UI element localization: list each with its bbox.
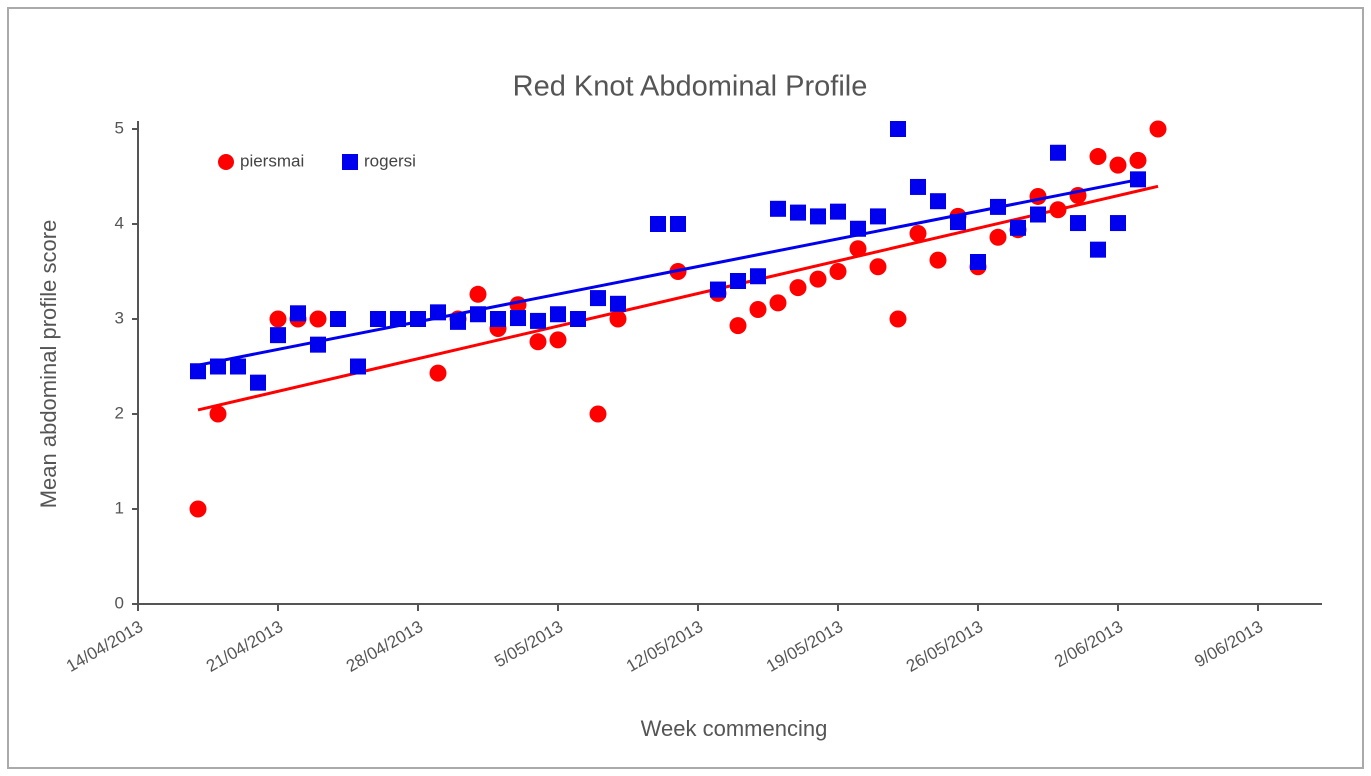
legend-marker [218,154,234,170]
point [350,358,366,375]
point [309,310,327,328]
point [1010,219,1026,236]
point [549,331,567,349]
point [769,294,787,312]
point [1090,241,1106,258]
point [889,310,907,328]
point [750,268,766,285]
point [390,311,406,327]
point [950,214,966,231]
point [1130,171,1146,188]
y-tick-label: 0 [115,593,124,612]
point [1050,144,1066,161]
point [1110,215,1126,232]
legend-label: piersmai [240,151,304,170]
point [189,500,207,518]
point [530,312,546,329]
trendline [197,178,1139,367]
y-tick-label: 4 [115,213,124,232]
point [550,306,566,323]
point [529,333,547,351]
point [290,305,306,322]
point [710,281,726,298]
point [210,358,226,375]
point [269,310,287,328]
point [310,336,326,353]
point [970,254,986,270]
point [589,405,607,423]
point [1149,120,1167,138]
point [869,258,887,276]
point [250,374,266,391]
y-tick-label: 3 [115,308,124,327]
point [670,216,686,232]
point [1030,206,1046,223]
point [789,279,807,297]
point [450,313,466,330]
point [470,306,486,323]
y-tick-label: 2 [115,403,124,422]
point [930,193,946,210]
point [570,311,586,327]
point [609,310,627,328]
chart-border [7,7,1364,769]
point [230,358,246,375]
point [790,204,806,221]
point [989,228,1007,246]
point [469,285,487,303]
point [830,203,846,220]
point [1029,187,1047,205]
point [1070,215,1086,232]
point [850,220,866,237]
point [929,251,947,269]
point [370,311,386,327]
point [510,310,526,327]
point [490,311,506,327]
point [829,263,847,280]
point [810,208,826,225]
legend-label: rogersi [364,151,416,170]
point [590,290,606,307]
point [1129,151,1147,169]
point [730,273,746,289]
point [430,304,446,321]
point [209,405,227,423]
point [849,240,867,258]
x-axis-label: Week commencing [641,716,828,741]
point [1049,201,1067,219]
point [610,295,626,312]
point [410,311,426,327]
y-axis-label: Mean abdominal profile score [36,220,61,509]
chart-title: Red Knot Abdominal Profile [513,71,868,103]
point [749,301,767,318]
point [990,198,1006,215]
point [729,317,747,335]
point [330,311,346,327]
point [890,121,906,137]
point [909,225,927,242]
point [1089,148,1107,166]
y-tick-label: 1 [115,498,124,517]
point [650,216,666,232]
point [809,270,827,288]
point [910,178,926,195]
point [190,363,206,380]
point [770,200,786,217]
y-tick-label: 5 [115,118,124,137]
point [270,327,286,344]
point [870,208,886,225]
legend-marker [342,154,358,170]
point [429,364,447,382]
point [1109,156,1127,174]
